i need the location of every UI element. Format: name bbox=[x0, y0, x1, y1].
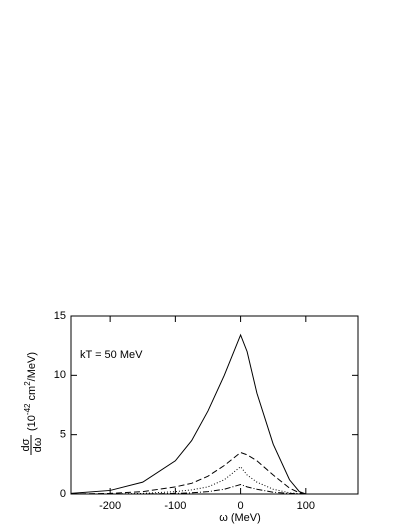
y-tick-label: 15 bbox=[54, 310, 66, 322]
y-tick-label: 5 bbox=[60, 429, 66, 441]
y-tick-label: 0 bbox=[60, 488, 66, 500]
x-tick-label: 0 bbox=[238, 500, 244, 512]
annotation: kT = 50 MeV bbox=[80, 349, 143, 361]
y-axis-label: dσ dω (10-42 cm2/MeV) bbox=[20, 352, 44, 455]
plot-frame bbox=[70, 315, 359, 495]
x-tick-label: -100 bbox=[164, 500, 186, 512]
y-label-denominator: dω bbox=[32, 437, 44, 452]
y-label-unit: (10-42 cm2/MeV) bbox=[23, 352, 38, 431]
y-label-numerator: dσ bbox=[20, 438, 32, 451]
y-tick-label: 10 bbox=[54, 369, 66, 381]
unit-part: cm bbox=[26, 386, 38, 404]
x-axis-label: ω (MeV) bbox=[219, 512, 261, 524]
x-tick-label: 100 bbox=[297, 500, 315, 512]
unit-sup: -42 bbox=[23, 403, 32, 415]
series-line bbox=[71, 483, 306, 495]
series-line bbox=[70, 333, 306, 495]
unit-part: /MeV) bbox=[26, 352, 38, 381]
series-line bbox=[71, 466, 306, 495]
x-tick-label: -200 bbox=[99, 500, 121, 512]
unit-sup: 2 bbox=[23, 381, 32, 386]
unit-part: (10 bbox=[26, 415, 38, 431]
series-line bbox=[70, 451, 306, 495]
